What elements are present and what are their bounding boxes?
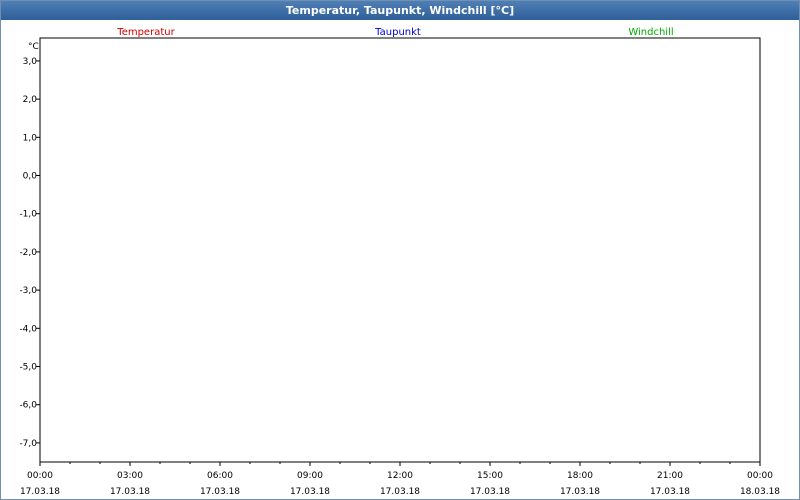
y-tick-label: 3,0 [23,57,38,67]
y-tick-label: -2,0 [19,248,37,258]
legend-entry-taupunkt: Taupunkt [374,27,421,38]
x-tick-date-label: 17.03.18 [200,487,240,497]
x-tick-time-label: 12:00 [387,471,413,481]
x-tick-date-label: 17.03.18 [380,487,420,497]
x-tick-time-label: 09:00 [297,471,323,481]
x-tick-time-label: 18:00 [567,471,593,481]
x-tick-date-label: 17.03.18 [110,487,150,497]
x-tick-time-label: 03:00 [117,471,143,481]
x-tick-date-label: 18.03.18 [740,487,780,497]
plot-frame [39,37,761,463]
x-tick-time-label: 00:00 [27,471,53,481]
y-tick-label: -7,0 [19,439,37,449]
y-tick-label: 1,0 [23,133,38,143]
y-tick-label: -4,0 [19,324,37,334]
x-tick-date-label: 17.03.18 [20,487,60,497]
y-tick-label: 0,0 [23,172,38,182]
x-tick-time-label: 21:00 [657,471,683,481]
y-tick-label: -6,0 [19,401,37,411]
y-tick-label: -5,0 [19,363,37,373]
x-tick-time-label: 15:00 [477,471,503,481]
x-tick-date-label: 17.03.18 [650,487,690,497]
x-tick-time-label: 06:00 [207,471,233,481]
x-tick-time-label: 00:00 [747,471,773,481]
x-tick-date-label: 17.03.18 [290,487,330,497]
y-axis-unit-label: °C [28,42,39,52]
x-tick-date-label: 17.03.18 [560,487,600,497]
y-tick-label: -3,0 [19,286,37,296]
y-tick-label: -1,0 [19,210,37,220]
window-title: Temperatur, Taupunkt, Windchill [°C] [1,1,799,20]
legend-entry-windchill: Windchill [628,27,673,38]
y-tick-label: 2,0 [23,95,38,105]
legend-entry-temperatur: Temperatur [116,27,175,38]
x-tick-date-label: 17.03.18 [470,487,510,497]
